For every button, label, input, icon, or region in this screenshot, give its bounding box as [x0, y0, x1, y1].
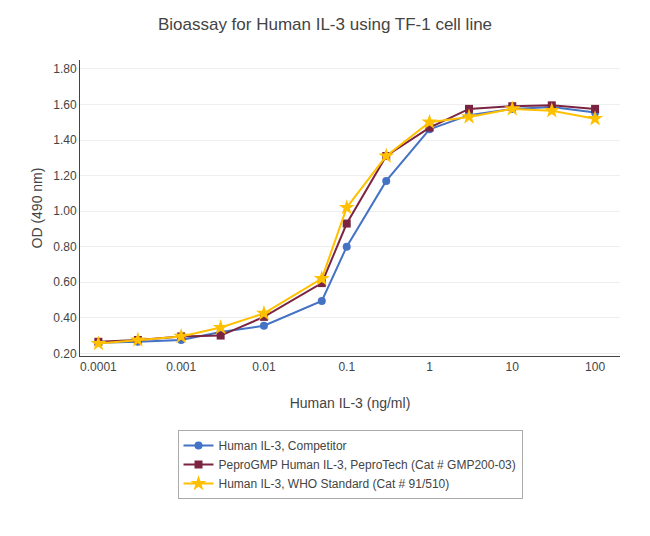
- svg-text:1.60: 1.60: [53, 98, 77, 112]
- svg-text:1.20: 1.20: [53, 169, 77, 183]
- svg-text:Human IL-3 (ng/ml): Human IL-3 (ng/ml): [290, 395, 411, 411]
- svg-text:0.60: 0.60: [53, 275, 77, 289]
- svg-text:0.20: 0.20: [53, 347, 77, 361]
- svg-text:1.80: 1.80: [53, 62, 77, 76]
- svg-text:Human IL-3, WHO Standard (Cat: Human IL-3, WHO Standard (Cat # 91/510): [219, 477, 450, 491]
- svg-text:0.40: 0.40: [53, 311, 77, 325]
- svg-text:0.01: 0.01: [252, 360, 276, 374]
- svg-text:1.40: 1.40: [53, 133, 77, 147]
- svg-text:PeproGMP Human IL-3, PeproTech: PeproGMP Human IL-3, PeproTech (Cat # GM…: [219, 458, 516, 472]
- svg-text:0.80: 0.80: [53, 240, 77, 254]
- svg-text:100: 100: [585, 360, 605, 374]
- svg-text:Human IL-3, Competitor: Human IL-3, Competitor: [219, 439, 347, 453]
- svg-text:0.1: 0.1: [338, 360, 355, 374]
- svg-text:0.001: 0.001: [166, 360, 196, 374]
- svg-text:Bioassay for Human IL-3 using: Bioassay for Human IL-3 using TF-1 cell …: [158, 15, 492, 34]
- svg-text:0.0001: 0.0001: [80, 360, 117, 374]
- svg-text:10: 10: [506, 360, 520, 374]
- svg-text:OD (490 nm): OD (490 nm): [29, 168, 45, 249]
- svg-text:1: 1: [426, 360, 433, 374]
- svg-text:1.00: 1.00: [53, 204, 77, 218]
